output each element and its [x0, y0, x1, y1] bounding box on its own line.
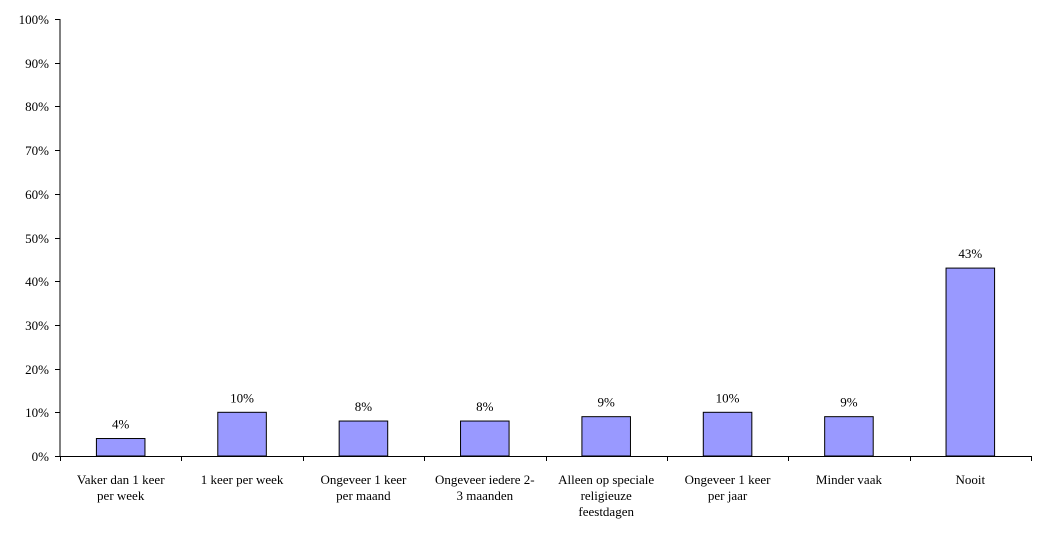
- bar: [824, 416, 874, 457]
- category-label-line: Ongeveer 1 keer: [320, 472, 407, 487]
- category-label-line: Minder vaak: [816, 472, 883, 487]
- y-tick-label: 0%: [32, 449, 50, 464]
- data-label: 8%: [476, 399, 494, 414]
- bar: [338, 420, 389, 457]
- y-tick-label: 10%: [25, 405, 49, 420]
- category-label: Alleen op speciale religieuze feestdagen: [558, 472, 654, 519]
- data-label: 8%: [355, 399, 373, 414]
- y-axis: 0% 10% 20% 30% 40% 50% 60% 70% 80% 90% 100%: [19, 12, 61, 464]
- category-label-line: Ongeveer iedere 2-: [435, 472, 535, 487]
- data-label: 43%: [958, 246, 982, 261]
- category-label: Minder vaak: [816, 472, 883, 487]
- category-label-line: Alleen op speciale: [558, 472, 654, 487]
- y-tick-label: 100%: [19, 12, 50, 27]
- category-label-line: per maand: [336, 488, 391, 503]
- y-tick-label: 80%: [25, 99, 49, 114]
- data-label: 4%: [112, 417, 130, 432]
- bar: [217, 411, 267, 457]
- y-tick-label: 30%: [25, 318, 49, 333]
- bar: [460, 420, 510, 457]
- data-label: 9%: [598, 395, 616, 410]
- category-label-line: 1 keer per week: [201, 472, 284, 487]
- bars: [95, 267, 996, 457]
- x-axis: [60, 456, 1032, 461]
- category-label: Vaker dan 1 keer per week: [77, 472, 165, 503]
- bar: [945, 267, 996, 457]
- y-tick-label: 40%: [25, 274, 49, 289]
- category-label-line: 3 maanden: [456, 488, 513, 503]
- category-label: Ongeveer 1 keer per maand: [320, 472, 407, 503]
- category-label: Nooit: [956, 472, 986, 487]
- category-label-line: Nooit: [956, 472, 986, 487]
- bar: [702, 411, 753, 457]
- data-labels: 4% 10% 8% 8% 9% 10% 9% 43%: [112, 246, 982, 431]
- category-label-line: Vaker dan 1 keer: [77, 472, 165, 487]
- category-label: 1 keer per week: [201, 472, 284, 487]
- data-label: 10%: [716, 390, 740, 405]
- y-tick-label: 20%: [25, 362, 49, 377]
- bar: [95, 438, 146, 457]
- y-tick-label: 60%: [25, 187, 49, 202]
- category-label: Ongeveer 1 keer per jaar: [685, 472, 772, 503]
- data-label: 9%: [840, 395, 858, 410]
- bar: [581, 416, 631, 457]
- category-label-line: per jaar: [708, 488, 748, 503]
- category-label: Ongeveer iedere 2-3 maanden: [435, 472, 535, 503]
- category-label-line: Ongeveer 1 keer: [685, 472, 772, 487]
- category-labels: Vaker dan 1 keer per week 1 keer per week O…: [77, 472, 986, 519]
- data-label: 10%: [230, 390, 254, 405]
- y-tick-label: 50%: [25, 231, 49, 246]
- y-tick-label: 70%: [25, 143, 49, 158]
- y-tick-label: 90%: [25, 56, 49, 71]
- category-label-line: feestdagen: [578, 504, 634, 519]
- category-label-line: per week: [97, 488, 145, 503]
- category-label-line: religieuze: [581, 488, 632, 503]
